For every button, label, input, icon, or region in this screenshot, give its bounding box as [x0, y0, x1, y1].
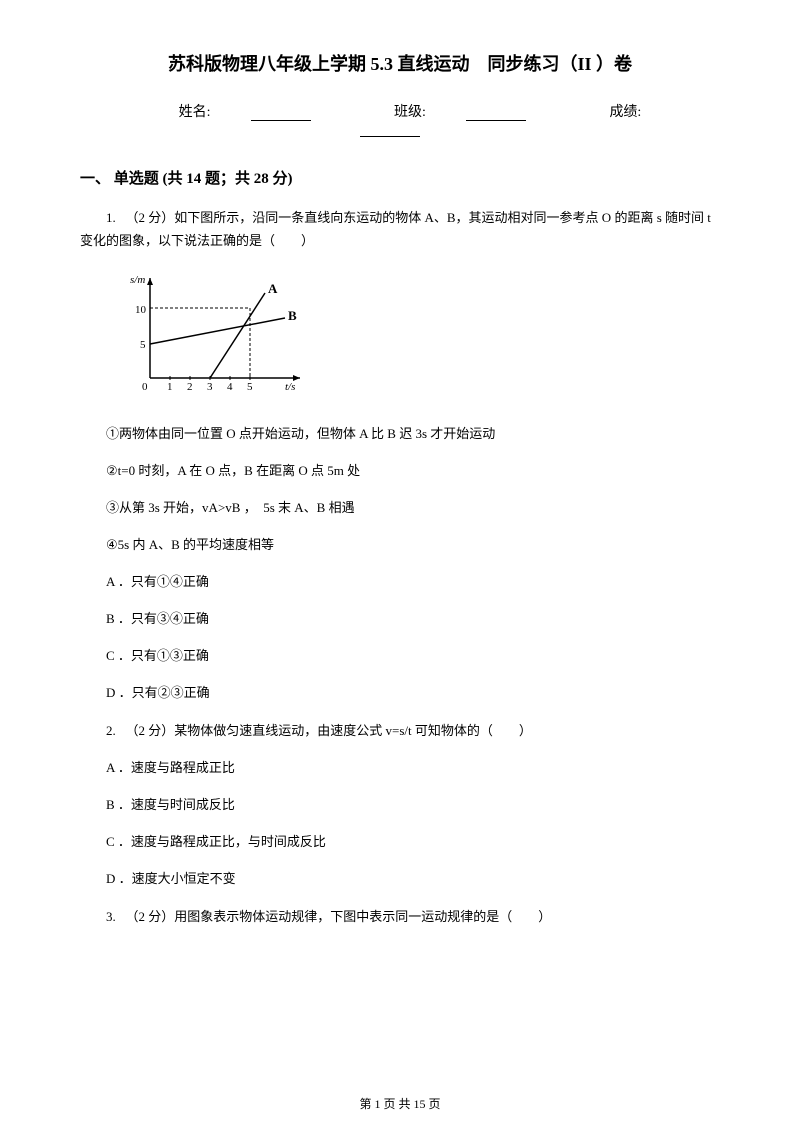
svg-text:10: 10 — [135, 304, 147, 316]
question-2-intro: 2. （2 分）某物体做匀速直线运动，由速度公式 v=s/t 可知物体的（ ） — [80, 719, 720, 742]
question-3-intro: 3. （2 分）用图象表示物体运动规律，下图中表示同一运动规律的是（ ） — [80, 905, 720, 928]
svg-text:B: B — [288, 308, 297, 323]
svg-text:t/s: t/s — [285, 381, 295, 393]
page-title: 苏科版物理八年级上学期 5.3 直线运动 同步练习（II ）卷 — [80, 50, 720, 76]
q1-statement-3: ③从第 3s 开始，vA>vB ， 5s 末 A、B 相遇 — [80, 497, 720, 516]
graph-figure: s/m t/s 10 5 0 1 2 3 4 5 B A — [120, 268, 720, 403]
q2-option-b: B ．速度与时间成反比 — [80, 794, 720, 813]
svg-text:4: 4 — [227, 381, 233, 393]
q1-option-d: D ．只有②③正确 — [80, 682, 720, 701]
svg-text:3: 3 — [207, 381, 213, 393]
name-field: 姓名: — [159, 105, 334, 120]
svg-text:0: 0 — [142, 381, 148, 393]
q1-statement-2: ②t=0 时刻，A 在 O 点，B 在距离 O 点 5m 处 — [80, 460, 720, 479]
section-header: 一、 单选题 (共 14 题；共 28 分) — [80, 167, 720, 188]
q2-option-d: D ．速度大小恒定不变 — [80, 868, 720, 887]
svg-text:2: 2 — [187, 381, 193, 393]
q1-option-b: B ．只有③④正确 — [80, 608, 720, 627]
q1-statement-1: ①两物体由同一位置 O 点开始运动，但物体 A 比 B 迟 3s 才开始运动 — [80, 423, 720, 442]
question-1-intro: 1. （2 分）如下图所示，沿同一条直线向东运动的物体 A、B，其运动相对同一参… — [80, 206, 720, 253]
info-line: 姓名: 班级: 成绩: — [80, 101, 720, 137]
svg-text:s/m: s/m — [130, 274, 145, 286]
page-footer: 第 1 页 共 15 页 — [0, 1095, 800, 1112]
svg-text:A: A — [268, 281, 278, 296]
q2-option-a: A ．速度与路程成正比 — [80, 757, 720, 776]
class-field: 班级: — [374, 105, 549, 120]
q1-option-a: A ．只有①④正确 — [80, 571, 720, 590]
q1-option-c: C ．只有①③正确 — [80, 645, 720, 664]
q1-statement-4: ④5s 内 A、B 的平均速度相等 — [80, 534, 720, 553]
svg-text:5: 5 — [247, 381, 253, 393]
svg-text:1: 1 — [167, 381, 173, 393]
svg-text:5: 5 — [140, 339, 146, 351]
q2-option-c: C ．速度与路程成正比，与时间成反比 — [80, 831, 720, 850]
